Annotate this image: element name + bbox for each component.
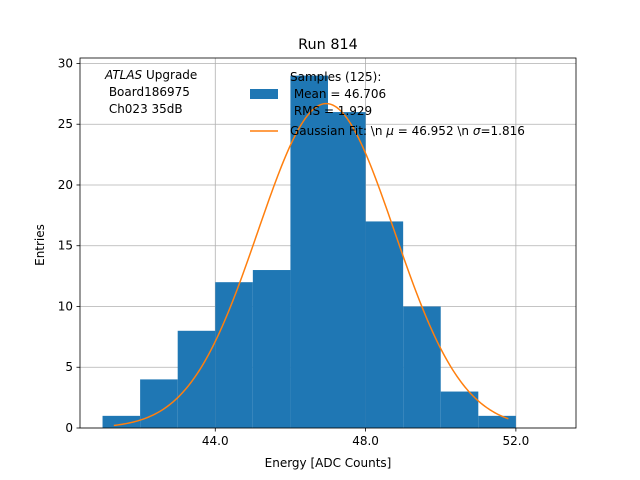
gaussian-fit (113, 102, 509, 427)
legend-fit-sigma: σ (473, 124, 481, 138)
histogram-bar (177, 330, 216, 428)
legend-fit-part-3: =1.816 (480, 124, 524, 138)
histogram-bar (215, 282, 253, 428)
legend-fit-part-1: Gaussian Fit: \n (290, 124, 386, 138)
atlas-italic: ATLAS (104, 68, 143, 82)
legend-hist-line-3: RMS = 1.929 (290, 104, 372, 118)
histogram-bar (252, 270, 291, 428)
histogram-bar (365, 221, 404, 428)
histogram-bars (102, 75, 516, 428)
board-label: Board186975 (105, 85, 190, 99)
histogram-bar (140, 379, 178, 428)
legend-fit-part-2: = 46.952 \n (394, 124, 473, 138)
histogram-bar (102, 415, 141, 428)
legend: Samples (125): Mean = 46.706 RMS = 1.929… (250, 70, 525, 138)
y-tick-label: 30 (58, 56, 73, 70)
legend-hist-swatch (250, 89, 278, 99)
y-tick-label: 0 (65, 421, 73, 435)
y-axis-label: Entries (33, 224, 47, 266)
y-tick-label: 5 (65, 360, 73, 374)
y-tick-label: 25 (58, 117, 73, 131)
legend-hist-line-1: Samples (125): (290, 70, 381, 84)
chart-title: Run 814 (298, 37, 358, 53)
atlas-upgrade: Upgrade (142, 68, 197, 82)
x-axis-label: Energy [ADC Counts] (265, 456, 392, 470)
y-tick-label: 15 (58, 239, 73, 253)
atlas-annotation: ATLAS Upgrade Board186975 Ch023 35dB (104, 68, 197, 116)
legend-fit-label: Gaussian Fit: \n μ = 46.952 \n σ=1.816 (290, 124, 525, 138)
legend-fit-mu: μ (385, 124, 394, 138)
legend-hist-line-2: Mean = 46.706 (290, 87, 386, 101)
y-tick-label: 20 (58, 178, 73, 192)
fit-curve (113, 102, 509, 427)
histogram-bar (440, 391, 479, 428)
histogram-bar (403, 306, 441, 428)
histogram-bar (290, 75, 328, 428)
plot-frame (79, 57, 577, 429)
y-axis-ticks: 0 5 10 15 20 25 30 (58, 56, 80, 435)
x-tick-label: 44.0 (202, 434, 229, 448)
x-tick-label: 52.0 (503, 434, 530, 448)
y-tick-label: 10 (58, 299, 73, 313)
x-tick-label: 48.0 (352, 434, 379, 448)
atlas-label: ATLAS Upgrade (104, 68, 197, 82)
x-axis-ticks: 44.0 48.0 52.0 (202, 428, 529, 448)
histogram-bar (478, 415, 516, 428)
histogram-bar (328, 112, 366, 428)
channel-label: Ch023 35dB (105, 102, 183, 116)
